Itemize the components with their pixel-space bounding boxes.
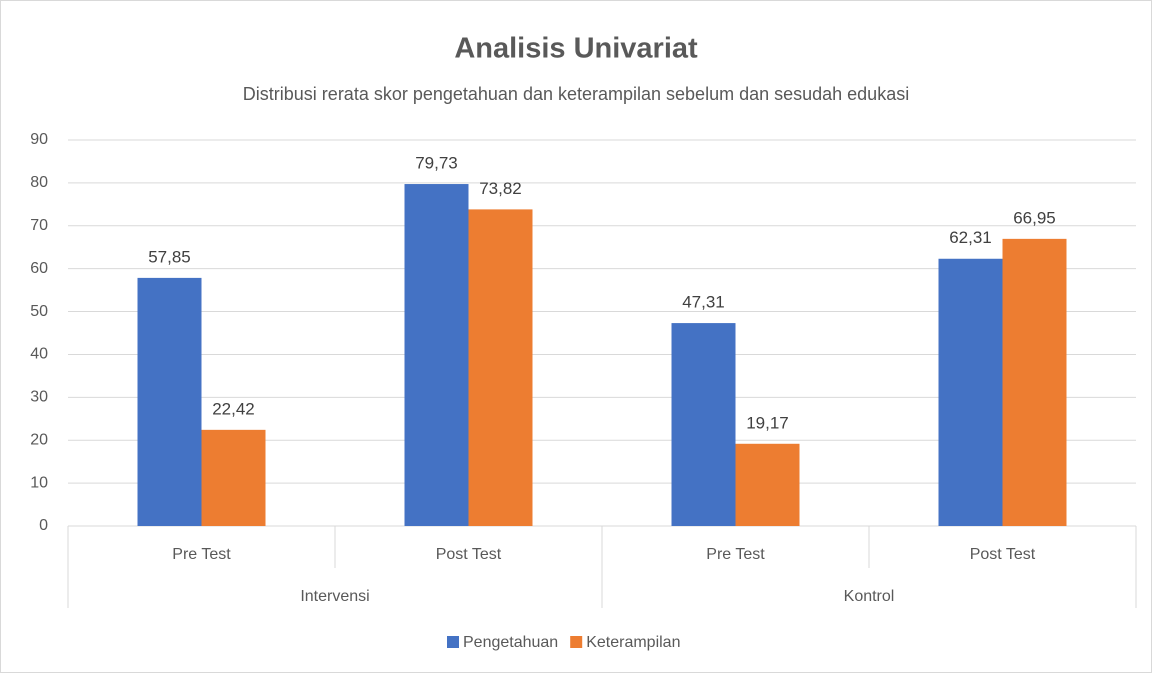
data-label: 62,31 [949,228,992,247]
data-label: 66,95 [1013,208,1056,227]
bar [137,277,202,526]
y-tick-label: 70 [30,217,48,234]
data-label: 19,17 [746,413,789,432]
y-tick-label: 80 [30,174,48,191]
bar [735,443,800,526]
x-tick-label: Pre Test [172,546,231,563]
data-label: 57,85 [148,247,191,266]
y-tick-label: 50 [30,303,48,320]
data-label: 73,82 [479,179,522,198]
x-tick-label: Pre Test [706,546,765,563]
bar [938,258,1003,526]
group-label: Intervensi [300,588,369,605]
chart-title: Analisis Univariat [454,33,698,65]
legend-swatch [570,636,583,648]
x-tick-label: Post Test [436,546,502,563]
y-tick-label: 40 [30,346,48,363]
bar [671,323,736,526]
y-tick-label: 10 [30,474,48,491]
legend-label: Keterampilan [586,634,680,651]
data-label: 47,31 [682,293,725,312]
data-label: 22,42 [212,399,255,418]
group-label: Kontrol [844,588,895,605]
y-tick-label: 30 [30,389,48,406]
y-tick-label: 0 [39,517,48,534]
x-tick-label: Post Test [970,546,1036,563]
data-label: 79,73 [415,154,458,173]
legend-label: Pengetahuan [463,634,558,651]
y-tick-label: 60 [30,260,48,277]
y-tick-label: 90 [30,131,48,148]
y-tick-label: 20 [30,431,48,448]
legend-swatch [447,636,459,648]
bar [1002,238,1067,526]
bar [468,209,533,526]
bar [201,429,266,526]
chart-subtitle: Distribusi rerata skor pengetahuan dan k… [243,84,909,104]
bar [404,184,469,527]
